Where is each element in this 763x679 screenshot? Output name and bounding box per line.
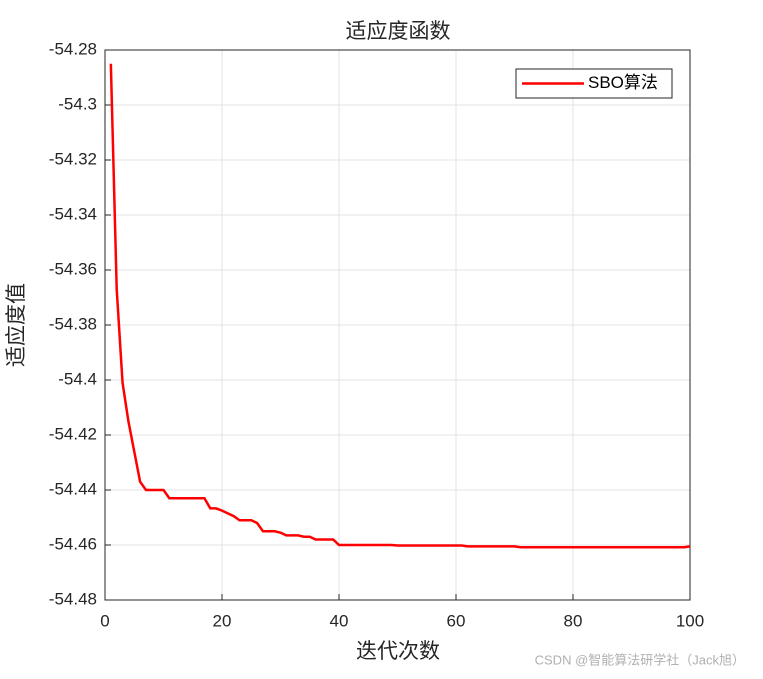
y-tick-label: -54.34 [49,204,97,223]
x-tick-label: 20 [213,611,232,630]
y-tick-label: -54.28 [49,39,97,58]
x-tick-label: 80 [564,611,583,630]
x-tick-label: 40 [330,611,349,630]
y-tick-label: -54.44 [49,479,97,498]
x-axis-label: 迭代次数 [356,639,440,663]
y-tick-label: -54.46 [49,534,97,553]
legend-label: SBO算法 [588,73,658,92]
watermark: CSDN @智能算法研学社（Jack旭） [535,652,745,667]
y-axis-label: 适应度值 [4,283,28,367]
y-tick-label: -54.4 [58,369,97,388]
y-tick-label: -54.32 [49,149,97,168]
x-tick-label: 60 [447,611,466,630]
plot-frame [104,49,691,601]
y-tick-label: -54.36 [49,259,97,278]
y-tick-label: -54.48 [49,589,97,608]
chart-title: 适应度函数 [346,19,451,43]
y-tick-label: -54.42 [49,424,97,443]
x-tick-label: 100 [676,611,704,630]
x-tick-label: 0 [100,611,109,630]
line-series [109,63,691,549]
y-tick-label: -54.38 [49,314,97,333]
y-tick-label: -54.3 [58,94,97,113]
